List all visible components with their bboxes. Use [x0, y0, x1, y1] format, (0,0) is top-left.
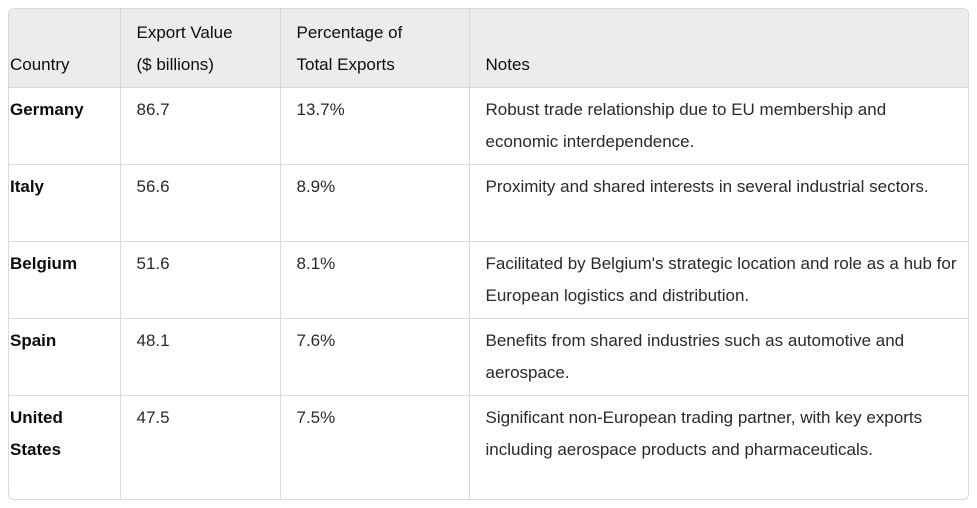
cell-export-value: 56.6: [119, 164, 280, 242]
header-notes-label: Notes: [485, 54, 530, 74]
cell-notes: Facilitated by Belgium's strategic locat…: [468, 241, 968, 319]
cell-percentage: 8.9%: [279, 164, 469, 242]
cell-percentage: 8.1%: [279, 241, 469, 319]
cell-notes: Benefits from shared industries such as …: [468, 318, 968, 396]
cell-country: Italy: [9, 164, 120, 242]
exports-table: Country Export Value ($ billions) Percent…: [9, 9, 968, 499]
header-notes: Notes: [468, 9, 968, 88]
table-row: Spain 48.1 7.6% Benefits from shared ind…: [9, 318, 968, 396]
cell-export-value: 47.5: [119, 395, 280, 499]
cell-country: Spain: [9, 318, 120, 396]
cell-country: Germany: [9, 87, 120, 165]
header-percentage-line1: Percentage of: [296, 22, 403, 42]
header-percentage-line2: Total Exports: [296, 54, 395, 74]
exports-table-container: Country Export Value ($ billions) Percent…: [8, 8, 969, 500]
cell-percentage: 7.5%: [279, 395, 469, 499]
header-percentage: Percentage of Total Exports: [279, 9, 469, 88]
cell-export-value: 86.7: [119, 87, 280, 165]
table-row: Italy 56.6 8.9% Proximity and shared int…: [9, 164, 968, 242]
header-export-value: Export Value ($ billions): [119, 9, 280, 88]
header-export-value-line2: ($ billions): [136, 54, 214, 74]
cell-notes: Robust trade relationship due to EU memb…: [468, 87, 968, 165]
table-header: Country Export Value ($ billions) Percent…: [9, 9, 968, 88]
cell-percentage: 7.6%: [279, 318, 469, 396]
header-country: Country: [9, 9, 120, 88]
header-export-value-line1: Export Value: [136, 22, 233, 42]
cell-export-value: 48.1: [119, 318, 280, 396]
cell-country: United States: [10, 407, 63, 459]
cell-export-value: 51.6: [119, 241, 280, 319]
cell-percentage: 13.7%: [279, 87, 469, 165]
cell-notes: Significant non-European trading partner…: [468, 395, 968, 499]
table-header-row: Country Export Value ($ billions) Percent…: [9, 9, 968, 88]
table-row: Germany 86.7 13.7% Robust trade relation…: [9, 87, 968, 165]
table-row: Belgium 51.6 8.1% Facilitated by Belgium…: [9, 241, 968, 319]
cell-notes: Proximity and shared interests in severa…: [468, 164, 968, 242]
table-body: Germany 86.7 13.7% Robust trade relation…: [9, 87, 968, 499]
cell-country: Belgium: [9, 241, 120, 319]
table-row: United States 47.5 7.5% Significant non-…: [9, 395, 968, 499]
header-country-label: Country: [10, 54, 70, 74]
